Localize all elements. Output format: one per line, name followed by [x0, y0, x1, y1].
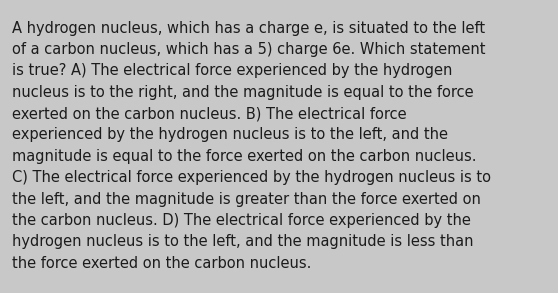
Text: nucleus is to the right, and the magnitude is equal to the force: nucleus is to the right, and the magnitu… — [12, 85, 474, 100]
Text: the left, and the magnitude is greater than the force exerted on: the left, and the magnitude is greater t… — [12, 192, 481, 207]
Text: A hydrogen nucleus, which has a charge e, is situated to the left: A hydrogen nucleus, which has a charge e… — [12, 21, 485, 35]
Text: the force exerted on the carbon nucleus.: the force exerted on the carbon nucleus. — [12, 256, 312, 271]
Text: of a carbon nucleus, which has a 5) charge 6e. Which statement: of a carbon nucleus, which has a 5) char… — [12, 42, 486, 57]
Text: exerted on the carbon nucleus. B) The electrical force: exerted on the carbon nucleus. B) The el… — [12, 106, 407, 121]
Text: hydrogen nucleus is to the left, and the magnitude is less than: hydrogen nucleus is to the left, and the… — [12, 234, 474, 249]
Text: C) The electrical force experienced by the hydrogen nucleus is to: C) The electrical force experienced by t… — [12, 170, 491, 185]
Text: experienced by the hydrogen nucleus is to the left, and the: experienced by the hydrogen nucleus is t… — [12, 127, 448, 142]
Text: is true? A) The electrical force experienced by the hydrogen: is true? A) The electrical force experie… — [12, 63, 453, 78]
Text: magnitude is equal to the force exerted on the carbon nucleus.: magnitude is equal to the force exerted … — [12, 149, 477, 164]
Text: the carbon nucleus. D) The electrical force experienced by the: the carbon nucleus. D) The electrical fo… — [12, 213, 471, 228]
